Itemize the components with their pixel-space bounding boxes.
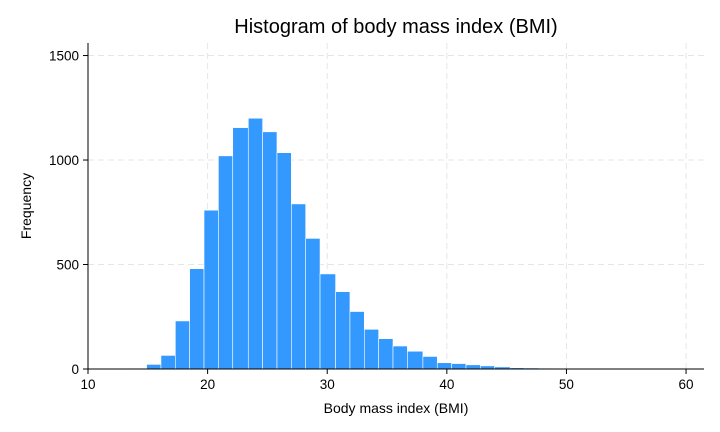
y-ticks: 0 500 1000 1500	[49, 49, 88, 377]
histogram-bar	[146, 364, 162, 370]
axes	[87, 43, 704, 370]
y-tick-label: 500	[56, 258, 79, 273]
histogram-bar	[451, 363, 467, 370]
x-tick-label: 10	[80, 377, 95, 392]
histogram-bar	[276, 152, 292, 370]
histogram-bar	[465, 364, 481, 370]
gridlines	[88, 43, 704, 369]
histogram-bar	[349, 311, 365, 370]
histogram-bar	[291, 203, 306, 370]
histogram-bar	[218, 155, 234, 370]
histogram-bar	[364, 328, 379, 370]
chart-title: Histogram of body mass index (BMI)	[234, 16, 557, 38]
histogram-bar	[335, 291, 351, 370]
histogram-bar	[160, 355, 176, 370]
histogram-bar	[422, 356, 438, 370]
histogram-bar	[407, 350, 424, 370]
histogram-bar	[392, 345, 408, 370]
x-tick-label: 50	[559, 377, 574, 392]
histogram-bar	[436, 362, 452, 370]
x-ticks: 10 20 30 40 50 60	[80, 369, 694, 392]
histogram-bar	[189, 268, 205, 370]
x-axis-title: Body mass index (BMI)	[324, 400, 469, 416]
histogram-bar	[247, 117, 263, 370]
histogram-bar	[262, 131, 278, 370]
histogram-bar	[305, 238, 321, 370]
x-tick-label: 30	[320, 377, 335, 392]
y-tick-label: 0	[71, 362, 79, 377]
x-tick-label: 60	[679, 377, 694, 392]
y-axis-title: Frequency	[18, 173, 34, 239]
histogram-bar	[203, 209, 219, 370]
histogram-bar	[232, 127, 249, 370]
histogram-bars	[116, 117, 700, 370]
histogram-bar	[175, 320, 190, 370]
histogram-bar	[319, 273, 336, 370]
x-tick-label: 20	[200, 377, 215, 392]
y-tick-label: 1000	[49, 153, 79, 168]
x-tick-label: 40	[439, 377, 454, 392]
y-tick-label: 1500	[49, 49, 79, 64]
histogram-bar	[378, 338, 394, 370]
